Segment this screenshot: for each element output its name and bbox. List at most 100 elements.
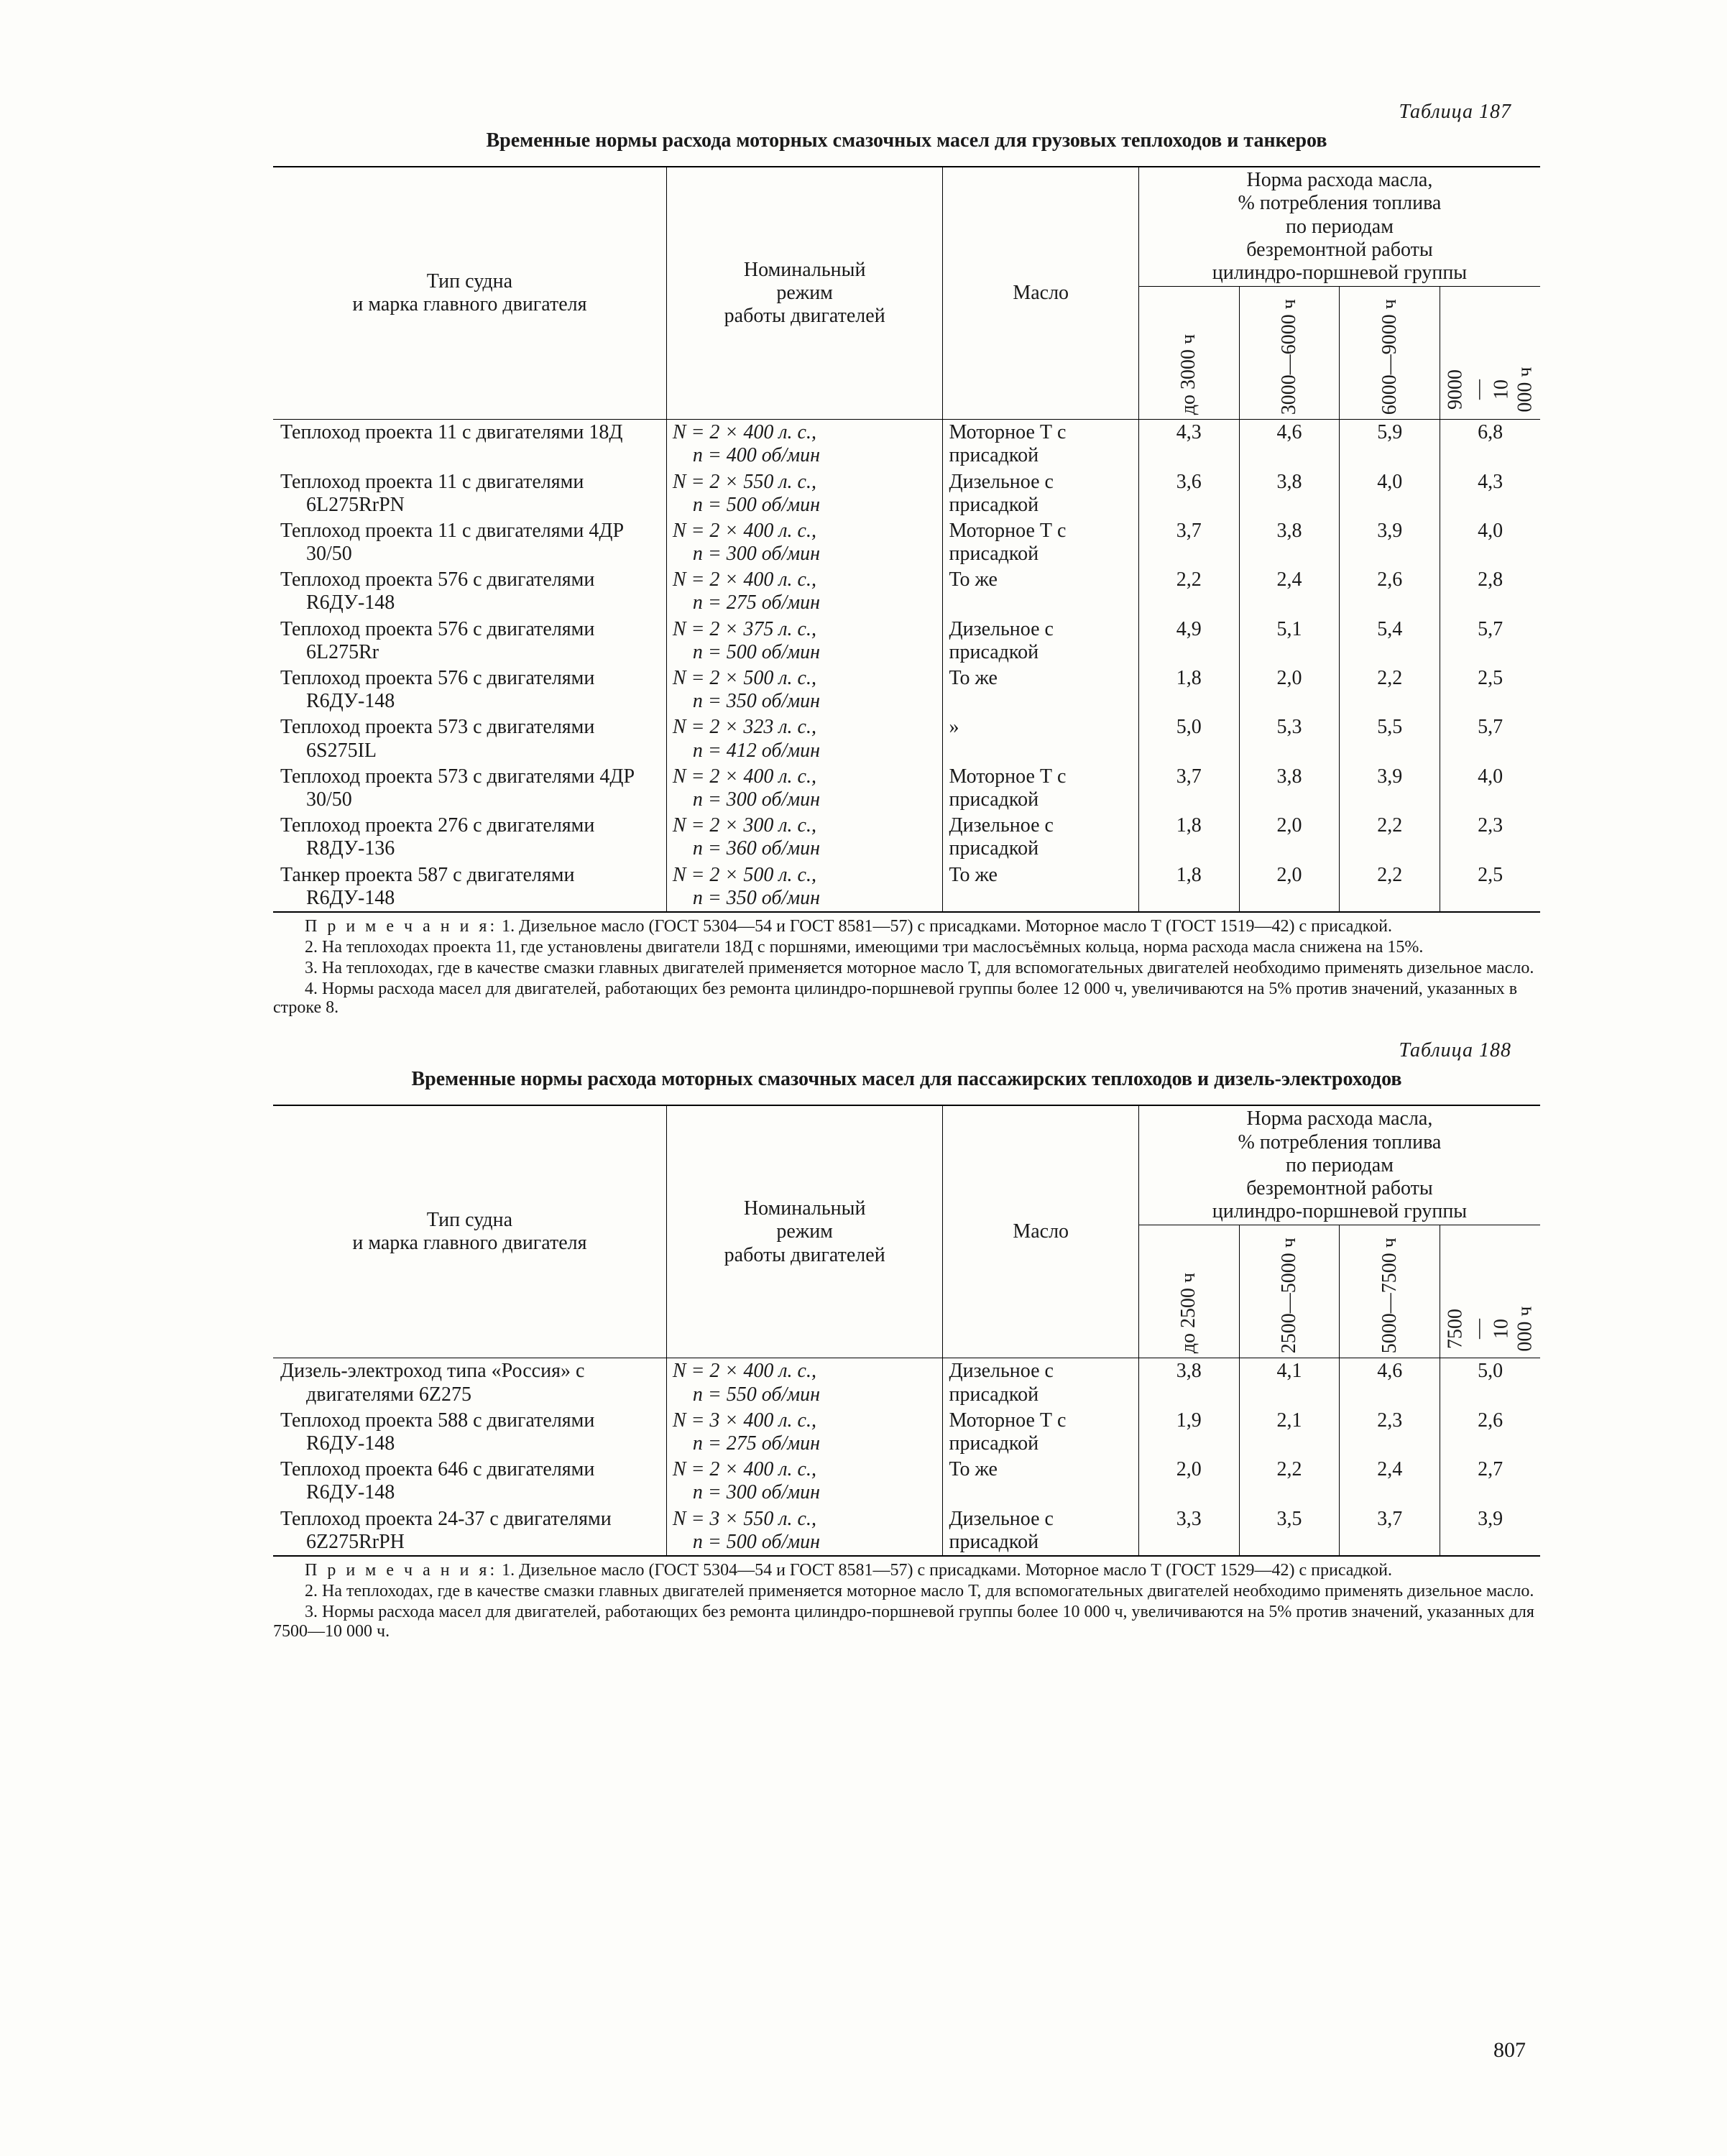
table187-body: Теплоход проекта 11 с двигателями 18ДN =… <box>273 420 1540 912</box>
cell-value: 1,8 <box>1138 813 1239 862</box>
mode-line: N = 2 × 323 л. с., <box>673 716 937 739</box>
cell-value: 2,5 <box>1440 665 1540 714</box>
cell-oil: Дизельное с присадкой <box>943 1506 1138 1556</box>
cell-oil: То же <box>943 1457 1138 1506</box>
cell-ship: Теплоход проекта 11 с двигателями 4ДР 30… <box>273 518 666 567</box>
note-text: 1. Дизельное масло (ГОСТ 5304—54 и ГОСТ … <box>502 1561 1392 1580</box>
mode-line: N = 2 × 400 л. с., <box>673 520 937 543</box>
mode-line: N = 3 × 550 л. с., <box>673 1508 937 1531</box>
table-row: Теплоход проекта 573 с двигателями 4ДР 3… <box>273 764 1540 813</box>
cell-value: 4,0 <box>1440 764 1540 813</box>
table-row: Теплоход проекта 576 с двигателями R6ДУ-… <box>273 665 1540 714</box>
notes-label: П р и м е ч а н и я: <box>305 1561 497 1580</box>
notes-label: П р и м е ч а н и я: <box>305 917 497 936</box>
cell-oil: Моторное Т с присадкой <box>943 1408 1138 1457</box>
mode-line: N = 3 × 400 л. с., <box>673 1409 937 1432</box>
cell-value: 3,9 <box>1440 1506 1540 1556</box>
note-text: 4. Нормы расхода масел для двигателей, р… <box>273 980 1540 1018</box>
mode-line: N = 2 × 500 л. с., <box>673 864 937 887</box>
table188-head: Тип судна и марка главного двигателя Ном… <box>273 1105 1540 1358</box>
table188-body: Дизель-электроход типа «Россия» с двигат… <box>273 1358 1540 1556</box>
cell-value: 3,3 <box>1138 1506 1239 1556</box>
cell-value: 2,2 <box>1239 1457 1340 1506</box>
page-number: 807 <box>1493 2038 1526 2063</box>
cell-oil: То же <box>943 862 1138 912</box>
cell-value: 2,2 <box>1340 665 1440 714</box>
table187-title: Временные нормы расхода моторных смазочн… <box>273 128 1540 153</box>
mode-line: N = 2 × 400 л. с., <box>673 568 937 591</box>
cell-value: 2,0 <box>1138 1457 1239 1506</box>
cell-value: 3,7 <box>1138 764 1239 813</box>
cell-value: 4,3 <box>1138 420 1239 469</box>
cell-value: 2,8 <box>1440 567 1540 616</box>
cell-value: 5,4 <box>1340 617 1440 665</box>
cell-value: 5,0 <box>1138 714 1239 763</box>
mode-line: n = 500 об/мин <box>673 641 937 664</box>
cell-ship: Теплоход проекта 24-37 с двигателями 6Z2… <box>273 1506 666 1556</box>
cell-value: 3,9 <box>1340 764 1440 813</box>
cell-value: 2,3 <box>1340 1408 1440 1457</box>
cell-mode: N = 3 × 400 л. с.,n = 275 об/мин <box>666 1408 943 1457</box>
mode-line: N = 2 × 300 л. с., <box>673 814 937 837</box>
mode-line: n = 350 об/мин <box>673 690 937 713</box>
cell-value: 2,5 <box>1440 862 1540 912</box>
table-row: Дизель-электроход типа «Россия» с двигат… <box>273 1358 1540 1408</box>
cell-oil: То же <box>943 567 1138 616</box>
cell-value: 2,2 <box>1340 813 1440 862</box>
cell-value: 5,3 <box>1239 714 1340 763</box>
cell-value: 1,8 <box>1138 665 1239 714</box>
th-mode: Номинальный режим работы двигателей <box>666 167 943 419</box>
mode-line: N = 2 × 550 л. с., <box>673 471 937 494</box>
cell-mode: N = 2 × 400 л. с.,n = 400 об/мин <box>666 420 943 469</box>
mode-line: n = 300 об/мин <box>673 788 937 811</box>
cell-value: 3,8 <box>1239 764 1340 813</box>
cell-ship: Теплоход проекта 276 с двигателями R8ДУ-… <box>273 813 666 862</box>
cell-value: 4,0 <box>1440 518 1540 567</box>
table-row: Теплоход проекта 646 с двигателями R6ДУ-… <box>273 1457 1540 1506</box>
cell-value: 2,1 <box>1239 1408 1340 1457</box>
cell-ship: Дизель-электроход типа «Россия» с двигат… <box>273 1358 666 1408</box>
cell-value: 4,3 <box>1440 469 1540 518</box>
cell-ship: Танкер проекта 587 с двигателями R6ДУ-14… <box>273 862 666 912</box>
table188: Тип судна и марка главного двигателя Ном… <box>273 1105 1540 1556</box>
th-period-1: до 2500 ч <box>1138 1225 1239 1358</box>
cell-mode: N = 2 × 400 л. с.,n = 550 об/мин <box>666 1358 943 1408</box>
cell-oil: То же <box>943 665 1138 714</box>
cell-mode: N = 2 × 400 л. с.,n = 275 об/мин <box>666 567 943 616</box>
cell-value: 3,8 <box>1239 469 1340 518</box>
cell-value: 4,6 <box>1239 420 1340 469</box>
mode-line: n = 275 об/мин <box>673 591 937 614</box>
cell-ship: Теплоход проекта 573 с двигателями 4ДР 3… <box>273 764 666 813</box>
th-oil: Масло <box>943 1105 1138 1358</box>
cell-ship: Теплоход проекта 588 с двигателями R6ДУ-… <box>273 1408 666 1457</box>
mode-line: n = 275 об/мин <box>673 1432 937 1455</box>
table188-number: Таблица 188 <box>273 1039 1511 1062</box>
mode-line: n = 300 об/мин <box>673 543 937 566</box>
cell-mode: N = 2 × 323 л. с.,n = 412 об/мин <box>666 714 943 763</box>
cell-mode: N = 2 × 375 л. с.,n = 500 об/мин <box>666 617 943 665</box>
table-row: Теплоход проекта 588 с двигателями R6ДУ-… <box>273 1408 1540 1457</box>
note-text: 2. На теплоходах, где в качестве смазки … <box>273 1582 1540 1601</box>
cell-oil: Моторное Т с присадкой <box>943 764 1138 813</box>
cell-value: 3,8 <box>1138 1358 1239 1408</box>
cell-value: 1,8 <box>1138 862 1239 912</box>
cell-mode: N = 2 × 500 л. с.,n = 350 об/мин <box>666 862 943 912</box>
cell-ship: Теплоход проекта 576 с двигателями R6ДУ-… <box>273 567 666 616</box>
note-text: 3. Нормы расхода масел для двигателей, р… <box>273 1603 1540 1641</box>
th-mode: Номинальный режим работы двигателей <box>666 1105 943 1358</box>
cell-value: 2,7 <box>1440 1457 1540 1506</box>
cell-oil: Моторное Т с присадкой <box>943 420 1138 469</box>
cell-value: 2,0 <box>1239 862 1340 912</box>
table-row: Теплоход проекта 573 с двигателями 6S275… <box>273 714 1540 763</box>
cell-value: 4,1 <box>1239 1358 1340 1408</box>
cell-oil: Дизельное с присадкой <box>943 469 1138 518</box>
mode-line: n = 550 об/мин <box>673 1383 937 1406</box>
cell-ship: Теплоход проекта 646 с двигателями R6ДУ-… <box>273 1457 666 1506</box>
cell-value: 2,4 <box>1239 567 1340 616</box>
cell-mode: N = 2 × 400 л. с.,n = 300 об/мин <box>666 518 943 567</box>
th-oil: Масло <box>943 167 1138 419</box>
mode-line: N = 2 × 400 л. с., <box>673 421 937 444</box>
cell-mode: N = 2 × 550 л. с.,n = 500 об/мин <box>666 469 943 518</box>
cell-value: 3,5 <box>1239 1506 1340 1556</box>
cell-value: 2,3 <box>1440 813 1540 862</box>
